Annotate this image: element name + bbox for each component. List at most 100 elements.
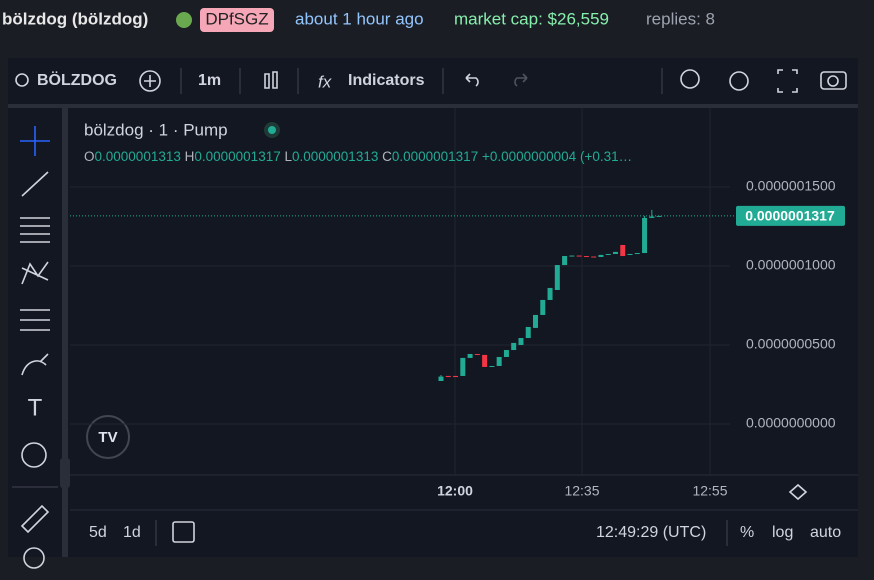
candle-body: [511, 342, 517, 351]
range-button[interactable]: 1d: [123, 524, 141, 541]
candle-body: [438, 376, 444, 381]
candle-body: [591, 256, 597, 258]
pattern-tool[interactable]: [21, 261, 49, 285]
last-price-label: 0.0000001317: [745, 208, 835, 224]
ticker: DPfSGZ: [205, 9, 268, 28]
candle-body: [554, 265, 560, 290]
fullscreen-button[interactable]: [777, 69, 798, 93]
candle-body: [649, 216, 655, 218]
ruler-tool[interactable]: [20, 504, 50, 534]
y-tick-label: 0.0000000500: [746, 336, 836, 352]
plot-area: [70, 108, 730, 475]
legend-value: 0.0000001313: [95, 149, 181, 164]
candle-body: [612, 251, 618, 254]
time-label: 12:55: [692, 483, 727, 499]
candle-body: [627, 253, 633, 255]
candle-body: [576, 255, 582, 257]
time-label: 12:35: [564, 483, 599, 499]
fib-tool[interactable]: [20, 217, 50, 243]
legend-label: H: [185, 149, 195, 164]
legend-label: C: [382, 149, 392, 164]
symbol-search[interactable]: BÖLZDOG: [37, 70, 117, 89]
redo-button[interactable]: [514, 73, 528, 87]
plus-icon: [144, 75, 156, 87]
last-price-tag: [736, 205, 845, 226]
range-button[interactable]: 5d: [89, 524, 107, 541]
candle-body: [598, 254, 604, 257]
candle-body: [547, 287, 553, 300]
market-cap: market cap: $26,559: [454, 9, 609, 28]
indicators-button[interactable]: Indicators: [348, 72, 425, 89]
candle-body: [496, 356, 502, 366]
chart-title: bölzdog · 1 · Pump: [84, 120, 228, 139]
candle-body: [605, 253, 611, 255]
status-dot: [268, 126, 276, 134]
candle-body: [620, 244, 626, 257]
candle-body: [453, 375, 459, 378]
candle-body: [467, 353, 473, 358]
candle-body: [503, 350, 509, 357]
clock: 12:49:29 (UTC): [596, 524, 706, 541]
log-toggle[interactable]: log: [772, 524, 793, 541]
fx-icon: fx: [318, 72, 332, 91]
goto-date[interactable]: [172, 521, 195, 543]
candle-body: [569, 255, 575, 257]
compare-button[interactable]: [139, 70, 161, 92]
candle-body: [583, 256, 589, 258]
prediction-tool[interactable]: [20, 309, 50, 331]
legend-value: 0.0000001317: [392, 149, 478, 164]
text-tool[interactable]: T: [28, 394, 43, 421]
chart-type-button[interactable]: [264, 71, 278, 89]
replies: replies: 8: [646, 9, 715, 28]
candle-body: [460, 357, 466, 376]
candle-body: [525, 326, 531, 339]
screenshot-button[interactable]: [820, 71, 847, 90]
collapse-toggle[interactable]: [60, 458, 70, 488]
legend-value: 0.0000001317: [194, 149, 280, 164]
legend-change: +0.0000000004 (+0.31…: [482, 149, 632, 164]
y-tick-label: 0.0000001500: [746, 178, 836, 194]
alert-button[interactable]: [680, 69, 700, 89]
percent-toggle[interactable]: %: [740, 524, 754, 541]
candle-body: [562, 256, 568, 266]
separator: [62, 108, 68, 557]
lens: [827, 75, 839, 87]
search-icon[interactable]: [15, 73, 29, 87]
candle-body: [489, 365, 495, 367]
emoji-tool[interactable]: [21, 442, 47, 468]
token-icon: [176, 12, 192, 28]
legend-label: O: [84, 149, 95, 164]
legend-label: L: [284, 149, 292, 164]
interval[interactable]: 1m: [198, 72, 221, 89]
candle-body: [533, 314, 539, 328]
crosshair-tool[interactable]: [20, 126, 50, 156]
candle-body: [642, 217, 648, 254]
trendline-tool[interactable]: [21, 171, 49, 197]
candle-body: [482, 354, 488, 367]
candle-body: [474, 353, 480, 355]
axis-settings[interactable]: [788, 483, 808, 501]
token-name: bölzdog (bölzdog): [2, 9, 148, 28]
y-tick-label: 0.0000001000: [746, 257, 836, 273]
undo-button[interactable]: [465, 73, 479, 87]
candle-body: [445, 375, 451, 378]
zoom-tool[interactable]: [23, 547, 45, 569]
created-time[interactable]: about 1 hour ago: [295, 9, 424, 28]
brush-tool[interactable]: [21, 353, 49, 376]
auto-toggle[interactable]: auto: [810, 524, 841, 541]
y-tick-label: 0.0000000000: [746, 415, 836, 431]
candle-body: [518, 338, 524, 345]
logo[interactable]: [86, 415, 130, 459]
ticker-badge: [200, 8, 274, 32]
separator: [8, 104, 858, 108]
time-label: 12:00: [437, 483, 473, 499]
legend-value: 0.0000001313: [292, 149, 378, 164]
candle-body: [540, 299, 546, 315]
logo-mark: TV: [98, 429, 117, 446]
candle-body: [656, 215, 662, 217]
ohlc-legend: O0.0000001313 H0.0000001317 L0.000000131…: [84, 149, 632, 164]
settings-button[interactable]: [729, 71, 749, 91]
candle-body: [634, 253, 640, 255]
